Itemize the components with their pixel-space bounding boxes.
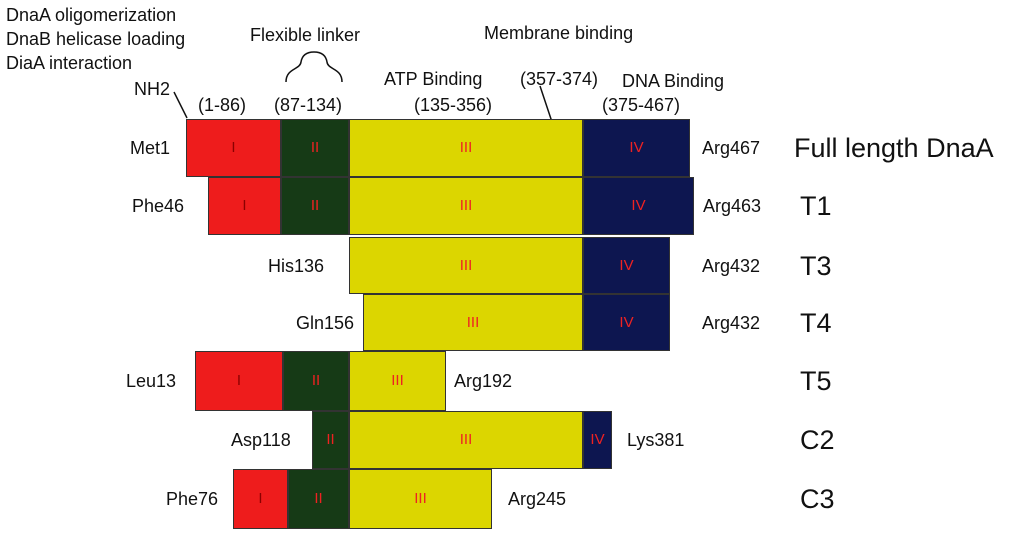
domain-iii-box-full-length-dnaa: III: [349, 119, 583, 177]
start-residue-t3: His136: [268, 255, 325, 276]
domain-iv-box-t3: IV: [583, 237, 670, 294]
construct-name-c2: C2: [800, 425, 835, 455]
construct-name-t1: T1: [800, 191, 832, 221]
range-domain-4: (375-467): [602, 95, 681, 115]
domain-iv-box-c2: IV: [583, 411, 612, 469]
end-residue-t5: Arg192: [454, 371, 513, 391]
domain-iii-box-t5: III: [349, 351, 446, 411]
membrane-pointer-line: [539, 85, 553, 123]
start-residue-c3: Phe76: [166, 489, 219, 509]
range-membrane: (357-374): [520, 69, 599, 89]
end-residue-t1: Arg463: [703, 196, 762, 216]
domain-i-box-t1: I: [208, 177, 281, 235]
construct-name-full-length-dnaa: Full length DnaA: [794, 133, 994, 163]
construct-name-c3: C3: [800, 484, 835, 514]
end-residue-c3: Arg245: [508, 489, 567, 509]
start-residue-t1: Phe46: [132, 196, 185, 216]
domain-ii-box-t1: II: [281, 177, 349, 235]
domain-i-box-c3: I: [233, 469, 288, 529]
construct-name-t5: T5: [800, 366, 832, 396]
construct-name-t3: T3: [800, 250, 832, 281]
dna-binding-label: DNA Binding: [622, 71, 725, 91]
flexible-linker-brace: [285, 51, 343, 83]
atp-binding-label: ATP Binding: [384, 69, 483, 89]
end-residue-t3: Arg432: [702, 255, 761, 276]
end-residue-c2: Lys381: [627, 430, 685, 450]
domain-iii-box-t1: III: [349, 177, 583, 235]
end-residue-full-length-dnaa: Arg467: [702, 138, 761, 158]
domain-i-box-t5: I: [195, 351, 283, 411]
membrane-binding-label: Membrane binding: [484, 23, 634, 43]
domain-iii-box-t4: III: [363, 294, 583, 351]
range-domain-2: (87-134): [274, 95, 343, 115]
domain-iv-box-full-length-dnaa: IV: [583, 119, 690, 177]
function-line-2: DnaB helicase loading: [6, 29, 186, 49]
function-line-3: DiaA interaction: [6, 53, 133, 73]
start-residue-full-length-dnaa: Met1: [130, 138, 171, 158]
range-domain-1: (1-86): [198, 95, 247, 115]
domain-iii-box-c2: III: [349, 411, 583, 469]
domain-i-box-full-length-dnaa: I: [186, 119, 281, 177]
flexible-linker-label: Flexible linker: [250, 25, 361, 45]
function-line-1: DnaA oligomerization: [6, 5, 177, 25]
domain-ii-box-c2: II: [312, 411, 349, 469]
domain-iii-box-t3: III: [349, 237, 583, 294]
domain-iv-box-t1: IV: [583, 177, 694, 235]
domain-iv-box-t4: IV: [583, 294, 670, 351]
start-residue-c2: Asp118: [231, 430, 291, 450]
construct-name-t4: T4: [800, 307, 832, 338]
domain-ii-box-full-length-dnaa: II: [281, 119, 349, 177]
domain-iii-box-c3: III: [349, 469, 492, 529]
range-domain-3: (135-356): [414, 95, 493, 115]
end-residue-t4: Arg432: [702, 312, 761, 333]
start-residue-t4: Gln156: [296, 312, 355, 333]
start-residue-t5: Leu13: [126, 371, 177, 391]
nh2-label: NH2: [134, 79, 171, 99]
domain-ii-box-t5: II: [283, 351, 349, 411]
nh2-pointer-line: [173, 91, 188, 119]
domain-ii-box-c3: II: [288, 469, 349, 529]
